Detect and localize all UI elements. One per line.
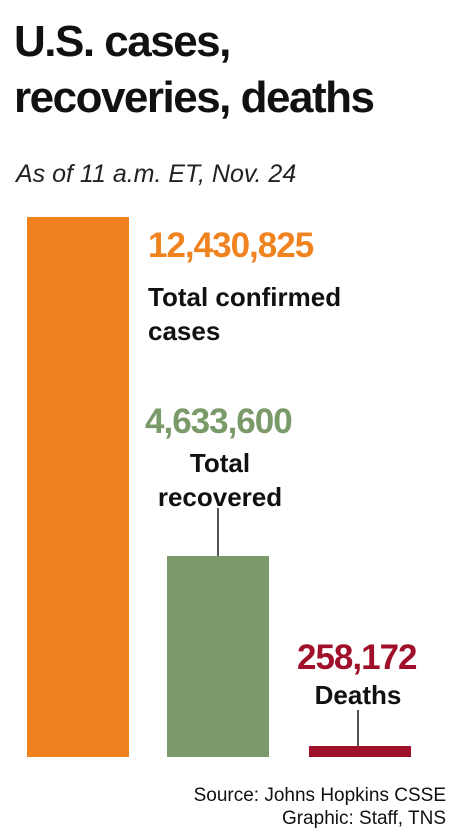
leader-line [357, 710, 359, 746]
source: Source: Johns Hopkins CSSE [193, 785, 446, 806]
bar [309, 745, 411, 757]
category-label: Total recovered [157, 448, 283, 512]
credit: Graphic: Staff, TNS [281, 808, 446, 829]
value-label: 258,172 [297, 638, 418, 677]
category-label: Total confirmed cases [148, 282, 342, 346]
chart-subtitle: As of 11 a.m. ET, Nov. 24 [16, 160, 297, 188]
value-label: 4,633,600 [145, 402, 293, 441]
bar [167, 555, 269, 757]
bar [27, 217, 129, 757]
chart-title: U.S. cases, recoveries, deaths [14, 17, 375, 122]
value-label: 12,430,825 [148, 226, 314, 265]
category-label: Deaths [314, 680, 402, 710]
leader-line [217, 508, 219, 556]
